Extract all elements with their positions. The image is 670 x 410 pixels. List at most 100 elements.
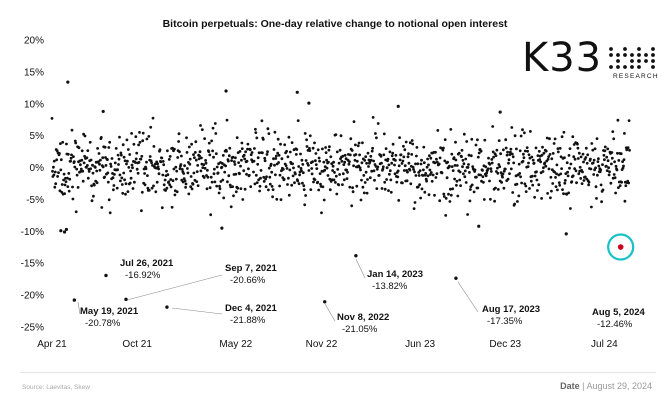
data-point — [453, 177, 456, 181]
data-point — [88, 140, 92, 144]
data-point — [233, 163, 237, 166]
data-point — [446, 160, 449, 164]
data-point — [125, 138, 129, 142]
data-point — [304, 159, 308, 162]
data-point — [124, 182, 128, 186]
data-point — [609, 181, 613, 185]
data-point — [200, 156, 203, 160]
data-point — [499, 152, 502, 156]
data-point — [110, 157, 114, 160]
data-point — [256, 162, 260, 166]
data-point — [98, 168, 102, 172]
data-point — [282, 177, 286, 181]
logo-dot — [637, 59, 641, 63]
data-point — [187, 192, 191, 196]
data-point — [376, 122, 380, 125]
data-point — [316, 148, 320, 152]
data-point — [137, 161, 141, 164]
data-point — [108, 140, 112, 144]
data-point — [218, 184, 221, 188]
x-tick-label: Oct 21 — [122, 339, 152, 350]
data-point — [339, 134, 343, 138]
data-point — [399, 153, 403, 157]
data-point — [600, 200, 603, 204]
footer-date-label: Date — [560, 381, 580, 391]
data-point — [369, 154, 373, 158]
data-point — [99, 158, 102, 162]
data-point — [293, 181, 296, 185]
data-point — [459, 184, 462, 188]
data-point — [73, 165, 77, 169]
data-point — [131, 187, 135, 190]
data-point — [494, 154, 498, 158]
logo-dot — [644, 53, 648, 57]
data-point — [584, 146, 588, 150]
data-point — [508, 172, 511, 176]
data-point — [120, 183, 124, 186]
logo-dot — [609, 53, 613, 57]
data-point — [422, 145, 426, 149]
annotation-leader — [171, 307, 223, 315]
data-point — [419, 196, 422, 200]
data-point — [513, 202, 516, 206]
data-point — [112, 188, 115, 192]
data-point — [573, 167, 576, 171]
data-point — [153, 162, 157, 166]
data-point — [605, 155, 609, 159]
data-point — [574, 169, 578, 173]
data-point — [492, 155, 495, 159]
data-point — [571, 174, 575, 178]
data-point — [299, 167, 303, 170]
data-point — [567, 191, 570, 195]
data-point — [190, 142, 194, 146]
data-point — [518, 172, 522, 175]
data-point — [59, 142, 62, 146]
data-point — [363, 159, 367, 162]
data-point — [348, 153, 352, 157]
data-point — [422, 161, 426, 165]
data-point — [322, 198, 326, 202]
data-point — [237, 161, 241, 165]
data-point — [65, 142, 68, 146]
data-point — [156, 162, 160, 166]
data-point — [247, 173, 251, 177]
data-point — [370, 149, 374, 153]
data-point — [273, 163, 276, 167]
annotation-value: -20.66% — [230, 275, 266, 286]
data-point — [442, 146, 445, 150]
data-point — [470, 137, 474, 141]
data-point — [101, 165, 105, 169]
data-point — [87, 170, 91, 173]
data-point — [422, 168, 425, 172]
data-point — [248, 148, 252, 152]
data-point — [371, 116, 375, 119]
data-point — [213, 122, 217, 125]
data-point — [97, 152, 101, 155]
data-point — [321, 147, 324, 151]
data-point — [377, 174, 381, 177]
data-point — [190, 187, 194, 191]
data-point — [530, 155, 534, 159]
data-point — [530, 174, 534, 178]
data-point — [186, 167, 189, 170]
chart-title: Bitcoin perpetuals: One-day relative cha… — [162, 18, 508, 30]
data-point — [297, 182, 301, 186]
data-point — [509, 167, 513, 171]
data-point — [140, 190, 144, 194]
data-point — [418, 183, 421, 187]
data-point — [145, 160, 148, 164]
data-point — [376, 165, 380, 169]
data-point — [395, 180, 399, 184]
data-point — [412, 207, 416, 211]
data-point — [253, 182, 257, 186]
data-point — [538, 158, 542, 161]
data-point — [182, 172, 186, 175]
outlier-point — [59, 229, 63, 233]
data-point — [380, 161, 383, 165]
data-point — [610, 151, 614, 154]
data-point — [476, 138, 479, 142]
data-point — [396, 175, 400, 179]
data-point — [496, 171, 500, 175]
annotated-point — [454, 276, 458, 280]
data-point — [125, 162, 128, 166]
